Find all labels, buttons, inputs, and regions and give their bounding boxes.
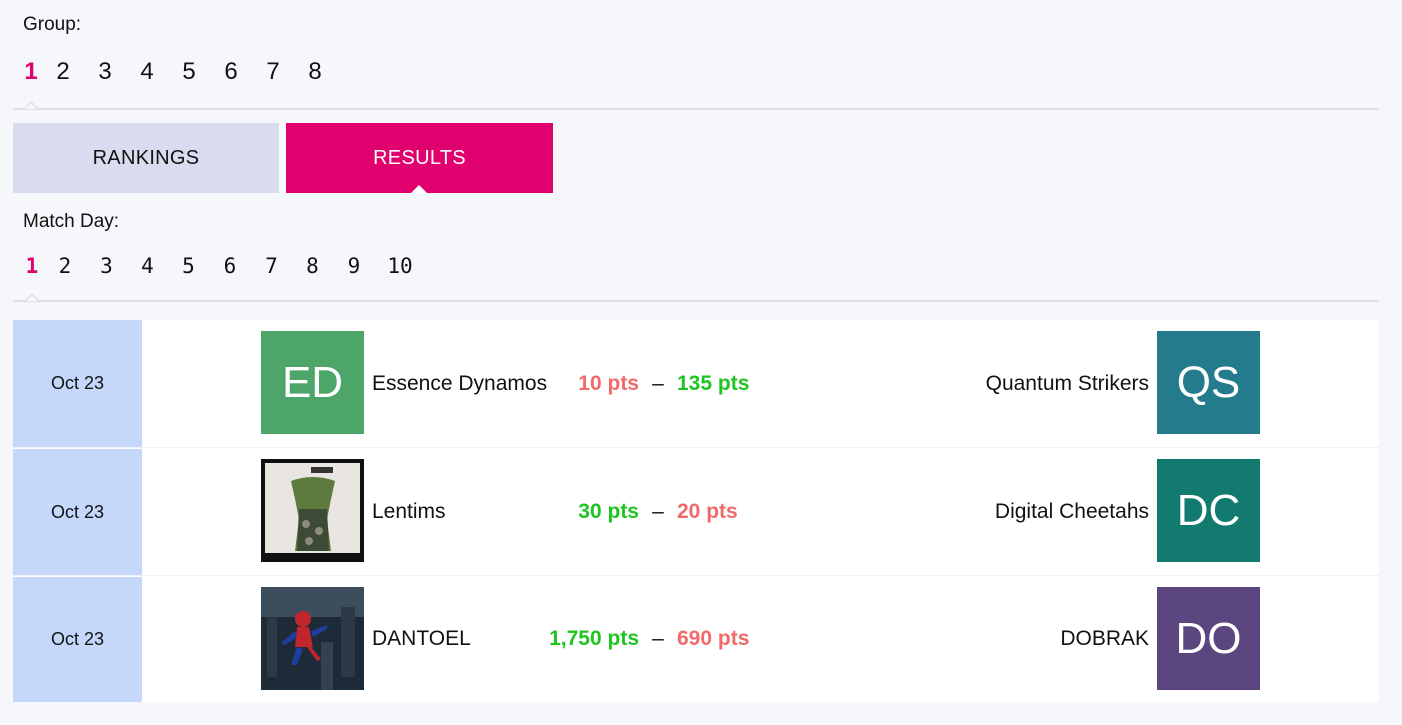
team-avatar[interactable]: ED — [261, 331, 364, 434]
match-day-divider — [13, 300, 1379, 302]
match-day-option-10[interactable]: 10 — [387, 254, 413, 278]
match-row[interactable]: Oct 23 Lentims 30 pts – 20 pts Digital C… — [13, 448, 1379, 576]
tab-results-label: RESULTS — [373, 146, 466, 169]
away-team-label: Quantum Strikers — [985, 371, 1149, 395]
home-team-name[interactable]: Lentims — [372, 448, 446, 575]
match-score: 1,750 pts – 690 pts — [439, 576, 749, 702]
team-avatar[interactable]: DC — [1157, 459, 1260, 562]
home-team-name[interactable]: Essence Dynamos — [372, 320, 547, 447]
home-team-label: Essence Dynamos — [372, 371, 548, 395]
home-score: 30 pts — [578, 499, 639, 523]
tab-results[interactable]: RESULTS — [286, 123, 553, 193]
match-date: Oct 23 — [13, 320, 142, 447]
team-avatar[interactable]: QS — [1157, 331, 1260, 434]
match-day-selector: 1 2 3 4 5 6 7 8 9 10 — [20, 254, 425, 278]
spiderman-photo-icon[interactable] — [261, 587, 364, 690]
away-score: 690 pts — [677, 627, 750, 650]
results-list: Oct 23 ED Essence Dynamos 10 pts – 135 p… — [13, 320, 1379, 702]
match-day-label: Match Day: — [23, 211, 120, 232]
match-row[interactable]: Oct 23 ED Essence Dynamos 10 pts – 135 p… — [13, 320, 1379, 448]
group-option-6[interactable]: 6 — [224, 58, 238, 85]
group-active-caret — [23, 101, 39, 109]
match-day-option-7[interactable]: 7 — [265, 254, 278, 278]
match-day-option-6[interactable]: 6 — [223, 254, 237, 278]
group-option-5[interactable]: 5 — [182, 58, 196, 85]
home-team-label: DANTOEL — [372, 627, 471, 650]
group-option-2[interactable]: 2 — [56, 58, 70, 85]
tab-rankings[interactable]: RANKINGS — [13, 123, 279, 193]
active-tab-caret — [411, 185, 427, 193]
team-initials: DO — [1175, 613, 1242, 663]
away-team-name[interactable]: Quantum Strikers — [986, 320, 1149, 447]
match-day-option-2[interactable]: 2 — [58, 254, 72, 278]
home-team-name[interactable]: DANTOEL — [372, 576, 471, 702]
away-score: 135 pts — [677, 371, 750, 395]
match-day-active-caret — [24, 293, 40, 301]
team-initials: ED — [281, 357, 344, 407]
home-score: 1,750 pts — [549, 627, 639, 650]
away-team-name[interactable]: Digital Cheetahs — [995, 448, 1149, 575]
match-day-option-1[interactable]: 1 — [25, 254, 39, 278]
group-option-3[interactable]: 3 — [98, 58, 112, 85]
group-label: Group: — [23, 14, 82, 35]
team-avatar[interactable]: DO — [1157, 587, 1260, 690]
match-date: Oct 23 — [13, 576, 142, 702]
away-team-label: DOBRAK — [1060, 627, 1149, 650]
away-team-label: Digital Cheetahs — [994, 499, 1149, 523]
match-score: 10 pts – 135 pts — [439, 320, 749, 447]
group-option-7[interactable]: 7 — [266, 58, 280, 85]
away-score: 20 pts — [677, 499, 738, 523]
match-day-option-4[interactable]: 4 — [141, 254, 154, 278]
match-score: 30 pts – 20 pts — [439, 448, 738, 575]
match-day-option-9[interactable]: 9 — [347, 254, 361, 278]
away-team-name[interactable]: DOBRAK — [1060, 576, 1149, 702]
match-row[interactable]: Oct 23 DANTOEL 1,750 pts – 690 pts DOBRA… — [13, 576, 1379, 702]
home-team-label: Lentims — [372, 499, 446, 523]
team-initials: DC — [1176, 485, 1241, 535]
match-day-option-8[interactable]: 8 — [306, 254, 319, 278]
score-separator: – — [652, 627, 664, 650]
dress-photo-icon[interactable] — [261, 459, 364, 562]
group-option-8[interactable]: 8 — [308, 58, 322, 85]
score-separator: – — [652, 499, 664, 523]
home-score: 10 pts — [578, 371, 639, 395]
group-option-1[interactable]: 1 — [24, 58, 38, 85]
match-day-option-3[interactable]: 3 — [100, 254, 113, 278]
match-date: Oct 23 — [13, 448, 142, 575]
group-option-4[interactable]: 4 — [140, 58, 154, 85]
tab-rankings-label: RANKINGS — [92, 146, 200, 169]
group-divider — [13, 108, 1379, 110]
match-day-option-5[interactable]: 5 — [182, 254, 195, 278]
score-separator: – — [652, 371, 664, 395]
team-initials: QS — [1176, 357, 1241, 407]
